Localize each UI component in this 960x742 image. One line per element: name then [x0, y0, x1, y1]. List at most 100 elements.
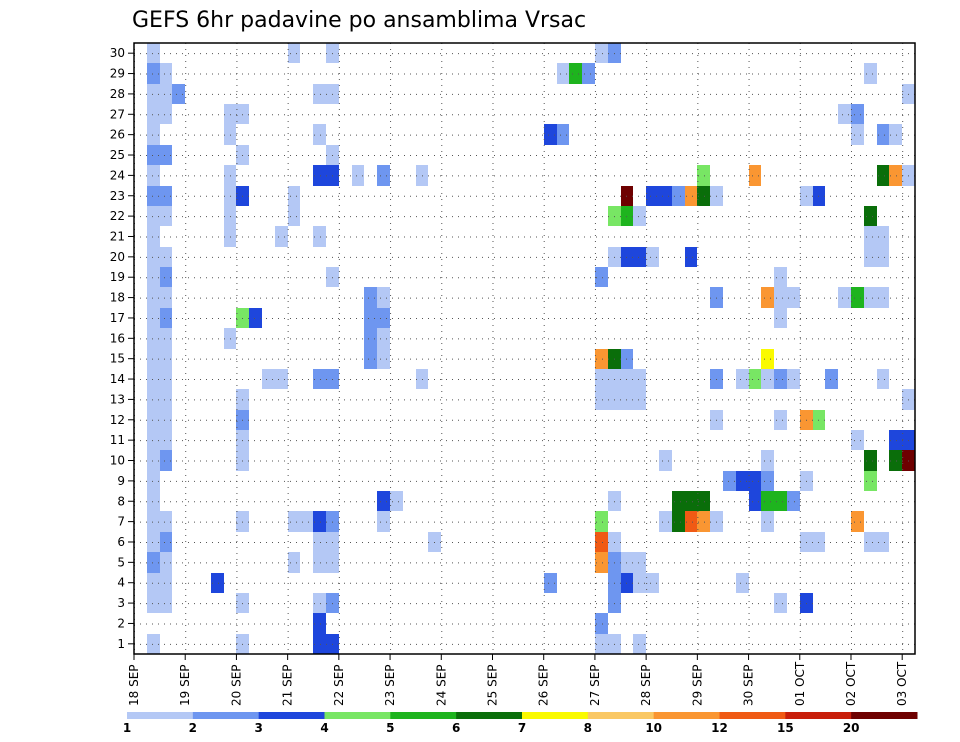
heatmap-cell — [147, 124, 160, 145]
heatmap-cell — [147, 511, 160, 532]
heatmap-cell — [877, 226, 889, 247]
heatmap-cell — [659, 511, 672, 532]
legend-label: 1 — [123, 721, 131, 735]
heatmap-cell — [633, 389, 646, 410]
heatmap-cell — [595, 511, 608, 532]
heatmap-cell — [288, 552, 300, 573]
heatmap-cell — [262, 369, 275, 389]
x-tick-label: 28 SEP — [639, 664, 653, 706]
heatmap-cell — [147, 593, 160, 613]
heatmap-cell — [377, 165, 390, 186]
heatmap-cell — [147, 491, 160, 511]
heatmap-cell — [697, 511, 710, 532]
heatmap-cell — [595, 43, 608, 63]
x-tick-label: 24 SEP — [434, 664, 448, 706]
heatmap-cell — [595, 369, 608, 389]
heatmap-cell — [864, 247, 877, 267]
heatmap-cell — [595, 634, 608, 654]
legend-label: 8 — [584, 721, 592, 735]
heatmap-cell — [877, 532, 889, 552]
heatmap-cell — [608, 491, 621, 511]
heatmap-cell — [236, 593, 249, 613]
heatmap-cell — [147, 349, 160, 369]
legend-swatch — [719, 712, 786, 719]
heatmap-cell — [864, 206, 877, 226]
heatmap-cell — [761, 511, 774, 532]
legend-label: 2 — [189, 721, 197, 735]
heatmap-cell — [172, 84, 185, 104]
heatmap-cell — [236, 430, 249, 450]
heatmap-cell — [364, 308, 377, 328]
heatmap-cell — [544, 573, 557, 593]
y-tick-label: 23 — [110, 189, 125, 203]
heatmap-cell — [659, 450, 672, 471]
x-tick-label: 18 SEP — [127, 664, 141, 706]
heatmap-cell — [736, 573, 749, 593]
heatmap-cell — [224, 104, 236, 124]
heatmap-cell — [595, 613, 608, 634]
heatmap-cell — [646, 573, 659, 593]
heatmap-cell — [326, 593, 339, 613]
heatmap-cell — [723, 471, 736, 491]
heatmap-cell — [275, 226, 288, 247]
heatmap-cell — [761, 369, 774, 389]
heatmap-cell — [313, 124, 326, 145]
heatmap-cell — [160, 145, 172, 165]
heatmap-cell — [557, 124, 569, 145]
heatmap-cell — [147, 552, 160, 573]
x-tick-label: 25 SEP — [485, 664, 499, 706]
heatmap-cell — [160, 593, 172, 613]
heatmap-cell — [608, 206, 621, 226]
heatmap-cell — [160, 247, 172, 267]
heatmap-cell — [787, 491, 800, 511]
legend-swatch — [456, 712, 523, 719]
heatmap-cell — [825, 369, 838, 389]
heatmap-cell — [236, 145, 249, 165]
heatmap-cell — [326, 43, 339, 63]
heatmap-cell — [595, 349, 608, 369]
heatmap-cell — [774, 369, 787, 389]
heatmap-cell — [160, 573, 172, 593]
grid-lines — [134, 43, 915, 654]
x-tick-label: 21 SEP — [281, 664, 295, 706]
heatmap-cell — [749, 491, 761, 511]
y-tick-label: 4 — [117, 576, 125, 590]
heatmap-cell — [877, 287, 889, 308]
heatmap-cell — [864, 287, 877, 308]
heatmap-cell — [710, 511, 723, 532]
heatmap-cell — [377, 308, 390, 328]
heatmap-cell — [838, 104, 851, 124]
legend-label: 12 — [711, 721, 728, 735]
heatmap-cell — [697, 186, 710, 206]
heatmap-cell — [851, 511, 864, 532]
heatmap-cell — [633, 247, 646, 267]
heatmap-cell — [633, 206, 646, 226]
legend-label: 5 — [386, 721, 394, 735]
heatmap-cell — [160, 450, 172, 471]
heatmap-cell — [685, 491, 697, 511]
legend-swatch — [127, 712, 194, 719]
heatmap-cell — [416, 369, 428, 389]
y-tick-label: 20 — [110, 250, 125, 264]
heatmap-cell — [889, 124, 902, 145]
heatmap-cell — [787, 369, 800, 389]
legend-label: 6 — [452, 721, 460, 735]
heatmap-cell — [313, 532, 326, 552]
heatmap-cell — [147, 145, 160, 165]
heatmap-cell — [160, 84, 172, 104]
heatmap-cell — [544, 124, 557, 145]
heatmap-cell — [390, 491, 403, 511]
heatmap-cell — [147, 206, 160, 226]
x-tick-label: 23 SEP — [383, 664, 397, 706]
legend-swatch — [587, 712, 655, 719]
legend-label: 15 — [777, 721, 794, 735]
heatmap-cells — [147, 43, 915, 654]
heatmap-cell — [877, 165, 889, 186]
heatmap-cell — [377, 511, 390, 532]
heatmap-cell — [761, 471, 774, 491]
legend-swatch — [258, 712, 325, 719]
heatmap-cell — [685, 511, 697, 532]
heatmap-cell — [621, 206, 633, 226]
plot-frame — [133, 42, 916, 655]
heatmap-cell — [569, 63, 582, 84]
